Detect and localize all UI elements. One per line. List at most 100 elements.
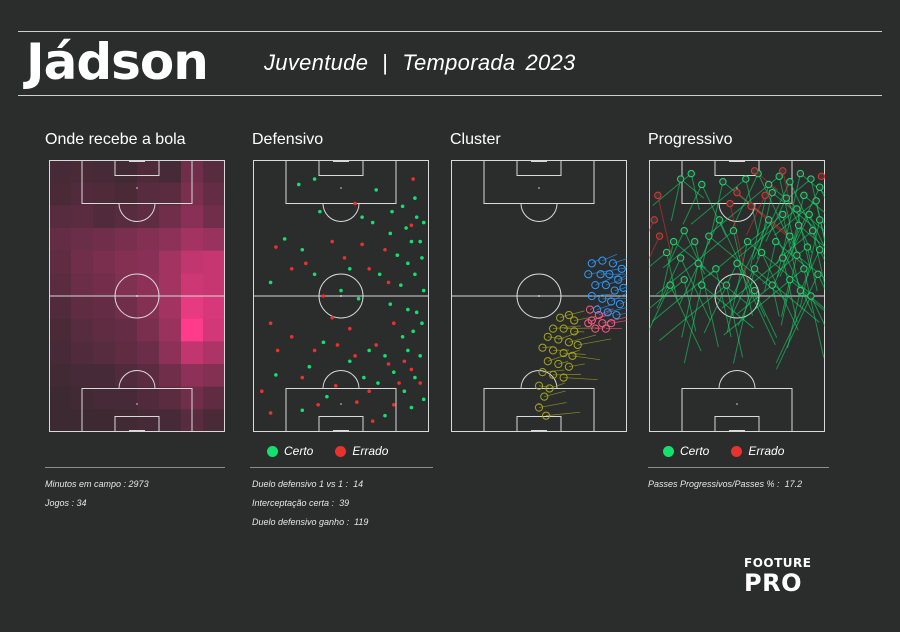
season-label: Temporada xyxy=(402,50,516,75)
stats-rule-heatmap xyxy=(45,467,225,468)
goal-top xyxy=(531,160,547,162)
defensive-action-point xyxy=(289,335,294,339)
progressive-pass-point xyxy=(816,183,824,191)
heatmap-cell xyxy=(159,228,182,252)
cluster-point xyxy=(541,411,551,420)
cluster-title: Cluster xyxy=(450,131,501,148)
penalty-arc-top xyxy=(520,203,558,222)
defensive-action-point xyxy=(406,261,410,266)
defensive-action-point xyxy=(421,397,426,402)
cluster-point xyxy=(608,259,618,268)
progressive-pass-line xyxy=(817,274,825,291)
cluster-point xyxy=(570,327,579,336)
cluster-point xyxy=(601,324,610,333)
progressive-pass-line xyxy=(669,284,702,352)
penalty-spot-bottom xyxy=(736,403,738,405)
cluster-pass-line xyxy=(596,304,613,310)
cluster-pass-line xyxy=(577,338,612,346)
heatmap-cell xyxy=(115,182,138,206)
cluster-pass-line xyxy=(598,308,614,316)
progressive-pass-line xyxy=(729,203,748,281)
heatmap-cell xyxy=(49,160,72,184)
heatmap-cell xyxy=(49,296,72,320)
defensive-action-point xyxy=(335,343,340,347)
cluster-point xyxy=(548,370,558,379)
heatmap-chart xyxy=(49,160,225,432)
defensive-action-point xyxy=(282,237,287,241)
progressive-pass-line xyxy=(780,255,798,326)
defensive-action-point xyxy=(406,348,410,353)
defensive-action-point xyxy=(399,283,403,287)
progressive-pass-line xyxy=(701,184,727,237)
legend-item-success: Certo xyxy=(663,443,709,459)
legend-label-fail: Errado xyxy=(748,444,785,458)
fail-dot-icon xyxy=(731,445,743,457)
progressive-pass-point xyxy=(800,265,808,273)
cluster-point xyxy=(584,319,593,328)
progressive-pass-point xyxy=(775,172,783,181)
cluster-point xyxy=(538,368,547,377)
heatmap-cell xyxy=(181,273,204,297)
progressive-pass-line xyxy=(803,268,825,358)
progressive-pass-point xyxy=(733,188,741,197)
heatmap-cell xyxy=(71,318,94,342)
cluster-point xyxy=(587,291,596,301)
heatmap-cell xyxy=(137,160,160,184)
heatmap-cell xyxy=(137,273,160,297)
heatmap-cell xyxy=(93,409,116,432)
cluster-pass-line xyxy=(588,268,622,275)
progressive-pass-point xyxy=(750,167,759,175)
progressive-pass-line xyxy=(683,285,703,364)
cluster-point xyxy=(605,270,614,279)
footure-pro-logo: FOOTURE PRO xyxy=(744,556,824,600)
header-separator: | xyxy=(382,50,389,75)
defensive-action-point xyxy=(390,209,394,214)
heatmap-cell xyxy=(49,364,72,388)
heatmap-cell xyxy=(203,205,225,229)
defensive-action-point xyxy=(333,383,338,388)
cluster-point xyxy=(559,373,568,382)
progressive-pass-point xyxy=(786,178,794,186)
cluster-point xyxy=(556,313,565,322)
penalty-spot-top xyxy=(736,187,738,189)
progressive-pass-line xyxy=(771,285,780,317)
progressive-pass-line xyxy=(649,235,661,260)
heatmap-cell xyxy=(137,364,160,388)
progressive-pass-point xyxy=(786,275,794,284)
heatmap-cell xyxy=(49,250,72,274)
heatmap-cell xyxy=(115,409,138,432)
cluster-pass-line xyxy=(602,253,618,262)
cluster-pass-line xyxy=(549,382,565,389)
cluster-point xyxy=(573,340,582,350)
progressive-pass-point xyxy=(694,259,702,268)
legend-item-fail: Errado xyxy=(335,443,388,459)
progressive-pass-line xyxy=(783,230,813,255)
progressive-chart xyxy=(649,160,825,432)
progressive-pass-line xyxy=(649,284,671,332)
defensive-action-point xyxy=(268,280,273,285)
progressive-pass-point xyxy=(676,175,685,183)
progressive-pass-point xyxy=(750,265,759,273)
defensive-action-point xyxy=(348,359,352,364)
heatmap-cell xyxy=(203,250,225,274)
defensive-action-point xyxy=(356,296,361,301)
progressive-pass-point xyxy=(669,237,678,246)
defensive-action-point xyxy=(362,375,366,380)
progressive-pass-point xyxy=(750,286,759,295)
defensive-action-point xyxy=(321,340,326,345)
goal-top xyxy=(729,160,745,162)
penalty-spot-top xyxy=(538,187,540,189)
progressive-pass-line xyxy=(747,241,810,293)
defensive-action-point xyxy=(274,373,278,377)
cluster-point xyxy=(614,275,623,284)
defensive-action-point xyxy=(418,354,422,358)
defensive-action-point xyxy=(304,261,308,266)
header-info: Juventude | Temporada 2023 xyxy=(264,48,576,78)
progressive-pass-line xyxy=(729,173,759,233)
defensive-action-point xyxy=(312,348,317,353)
defensive-legend: Certo Errado xyxy=(267,443,410,459)
success-dot-icon xyxy=(663,445,674,457)
heatmap-cell xyxy=(115,228,138,252)
progressive-pass-point xyxy=(666,281,674,289)
heatmap-cell xyxy=(159,409,182,432)
